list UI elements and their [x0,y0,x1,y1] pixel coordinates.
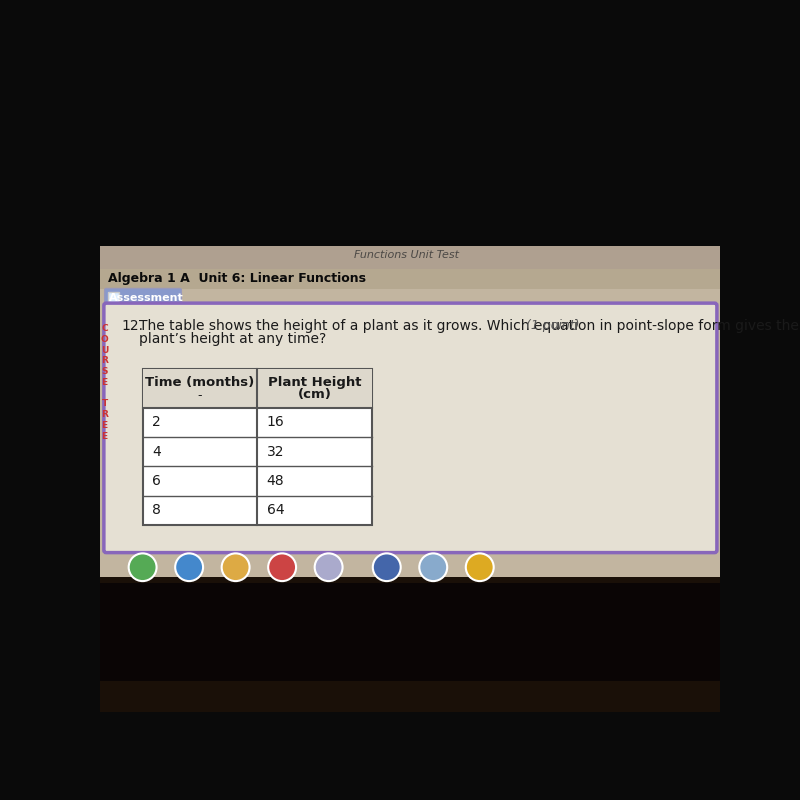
Circle shape [129,554,157,581]
Text: (1 point): (1 point) [518,319,580,332]
Text: 48: 48 [266,474,284,488]
Bar [108,291,118,304]
Text: 2: 2 [152,415,161,430]
Bar [100,96,720,246]
Text: 4: 4 [152,445,161,458]
Circle shape [419,554,447,581]
Text: E: E [102,432,108,441]
Text: Algebra 1 A  Unit 6: Linear Functions: Algebra 1 A Unit 6: Linear Functions [108,272,366,286]
Bar [100,246,720,270]
Bar [142,370,372,408]
Text: S: S [102,367,108,376]
Text: T: T [102,399,108,409]
Text: 32: 32 [266,445,284,458]
Bar [100,578,720,583]
Text: C: C [102,324,108,333]
Text: U: U [101,346,108,354]
Bar [100,557,720,578]
Text: Assessment: Assessment [109,293,184,302]
Circle shape [314,554,342,581]
Text: plant’s height at any time?: plant’s height at any time? [138,332,326,346]
Bar [100,246,720,581]
Bar [100,682,720,712]
Text: Functions Unit Test: Functions Unit Test [354,250,458,260]
Text: R: R [102,356,108,366]
Text: O: O [101,335,109,344]
Bar [100,270,720,289]
Text: (cm): (cm) [298,388,332,401]
Text: 8: 8 [152,503,161,518]
Circle shape [373,554,401,581]
Text: 6: 6 [152,474,161,488]
Text: R: R [102,410,108,419]
Text: Time (months): Time (months) [146,375,254,389]
Text: The table shows the height of a plant as it grows. Which equation in point-slope: The table shows the height of a plant as… [138,319,798,334]
Text: 64: 64 [266,503,284,518]
Text: 12.: 12. [122,319,144,334]
FancyBboxPatch shape [105,289,182,307]
Text: E: E [102,378,108,387]
Circle shape [466,554,494,581]
FancyBboxPatch shape [104,303,717,553]
Bar [100,581,720,712]
Circle shape [175,554,203,581]
Text: Plant Height: Plant Height [268,375,362,389]
Circle shape [268,554,296,581]
Bar [100,583,720,712]
Text: 16: 16 [266,415,284,430]
Text: -: - [198,390,202,402]
Circle shape [222,554,250,581]
Text: E: E [102,421,108,430]
Bar [142,370,372,525]
